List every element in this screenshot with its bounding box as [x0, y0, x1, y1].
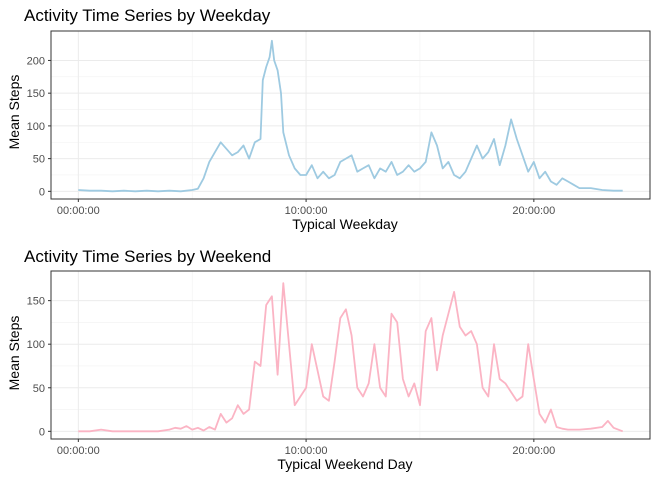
- chart-panel-weekday: 0 50 100 150 200 00:00:00 10:00:00 20:00:00: [27, 30, 651, 217]
- plot-border: [50, 30, 651, 200]
- x-tick-label: 00:00:00: [57, 445, 100, 457]
- y-tick-label: 200: [27, 55, 45, 67]
- x-tick-label: 20:00:00: [512, 205, 555, 217]
- y-tick-label: 100: [27, 121, 45, 133]
- x-tick-label: 10:00:00: [285, 205, 328, 217]
- x-tick-label: 10:00:00: [285, 445, 328, 457]
- x-tick-label: 20:00:00: [512, 445, 555, 457]
- series-line-weekday: [78, 39, 623, 193]
- y-tick-label: 0: [39, 426, 45, 438]
- x-axis-title-weekday: Typical Weekday: [292, 216, 398, 232]
- y-tick-label: 100: [27, 339, 45, 351]
- y-tick-label: 0: [39, 186, 45, 198]
- plot-background: [51, 271, 650, 439]
- plot-border: [50, 270, 651, 440]
- x-tick-label: 00:00:00: [57, 205, 100, 217]
- y-tick-label: 150: [27, 296, 45, 308]
- y-tick-label: 150: [27, 88, 45, 100]
- plot-background: [51, 31, 650, 199]
- series-line-weekend: [78, 282, 624, 433]
- x-axis-title-weekend: Typical Weekend Day: [277, 456, 412, 472]
- chart-panel-weekend: 0 50 100 150 00:00:00 10:00:00 20:00:00: [27, 270, 651, 457]
- y-tick-label: 50: [33, 154, 45, 166]
- y-tick-label: 50: [33, 383, 45, 395]
- chart-title-weekday: Activity Time Series by Weekday: [24, 6, 271, 25]
- y-axis-title-weekend: Mean Steps: [6, 316, 22, 391]
- y-axis-title-weekday: Mean Steps: [6, 75, 22, 150]
- chart-title-weekend: Activity Time Series by Weekend: [24, 247, 271, 266]
